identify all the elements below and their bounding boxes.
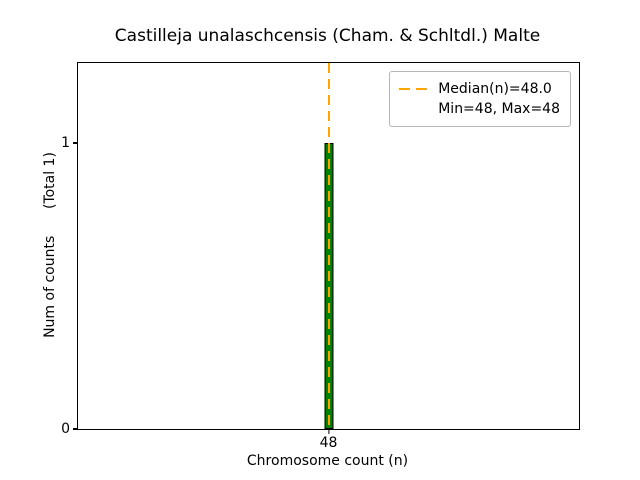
x-axis-label: Chromosome count (n) [246,453,409,469]
chart-title: Castilleja unalaschcensis (Cham. & Schlt… [114,26,541,46]
dashed-line-icon [399,88,430,90]
y-tick-mark [73,142,77,144]
y-tick-label: 0 [61,421,70,437]
legend-entry-median: Median(n)=48.0 [399,79,560,99]
x-tick-mark [327,430,330,434]
median-line [327,63,330,429]
legend: Median(n)=48.0 Min=48, Max=48 [389,71,571,127]
y-tick-mark [73,428,77,430]
x-tick-label: 48 [319,435,338,451]
legend-label: Median(n)=48.0 [438,81,552,97]
y-tick-label: 1 [61,135,70,152]
y-axis-label: Num of counts (Total 1) [42,152,58,338]
legend-entry-minmax: Min=48, Max=48 [399,99,560,119]
legend-label: Min=48, Max=48 [438,101,560,117]
plot-area: Median(n)=48.0 Min=48, Max=48 0 1 48 [61,62,580,451]
